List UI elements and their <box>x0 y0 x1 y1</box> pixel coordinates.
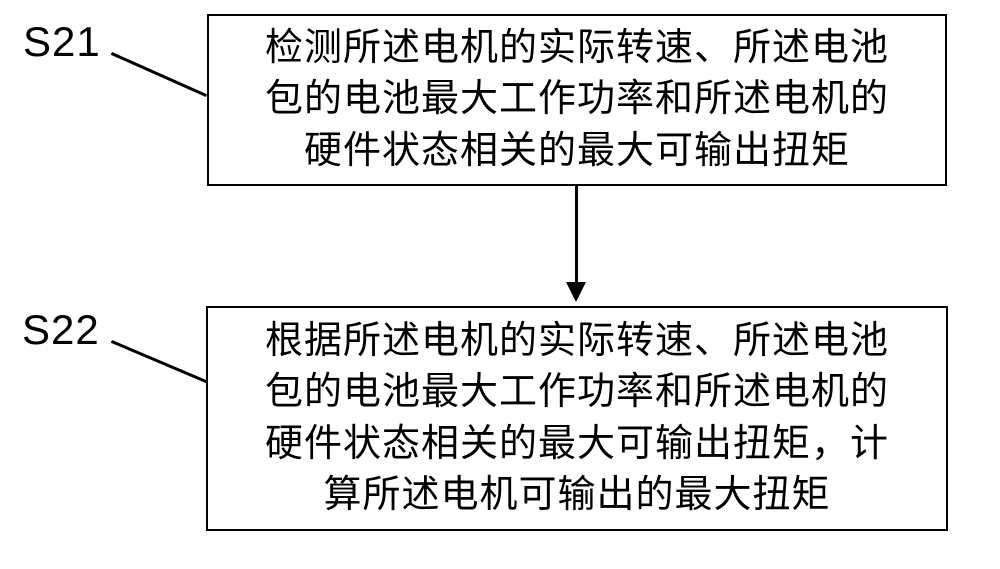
step-box-s22: 根据所述电机的实际转速、所述电池 包的电池最大工作功率和所述电机的 硬件状态相关… <box>206 306 948 531</box>
label-text: S21 <box>23 18 101 65</box>
step-text-s22: 根据所述电机的实际转速、所述电池 包的电池最大工作功率和所述电机的 硬件状态相关… <box>265 316 889 521</box>
step-label-s22: S22 <box>22 306 100 354</box>
lead-line-s22 <box>111 340 208 383</box>
step-box-s21: 检测所述电机的实际转速、所述电池 包的电池最大工作功率和所述电机的 硬件状态相关… <box>207 14 947 186</box>
flowchart-canvas: S21 检测所述电机的实际转速、所述电池 包的电池最大工作功率和所述电机的 硬件… <box>0 0 1000 569</box>
arrow-shaft <box>575 186 578 282</box>
arrow-head-icon <box>566 282 586 302</box>
step-text-s21: 检测所述电机的实际转速、所述电池 包的电池最大工作功率和所述电机的 硬件状态相关… <box>265 23 889 177</box>
label-text: S22 <box>22 306 100 353</box>
lead-line-s21 <box>111 52 207 97</box>
step-label-s21: S21 <box>23 18 101 66</box>
